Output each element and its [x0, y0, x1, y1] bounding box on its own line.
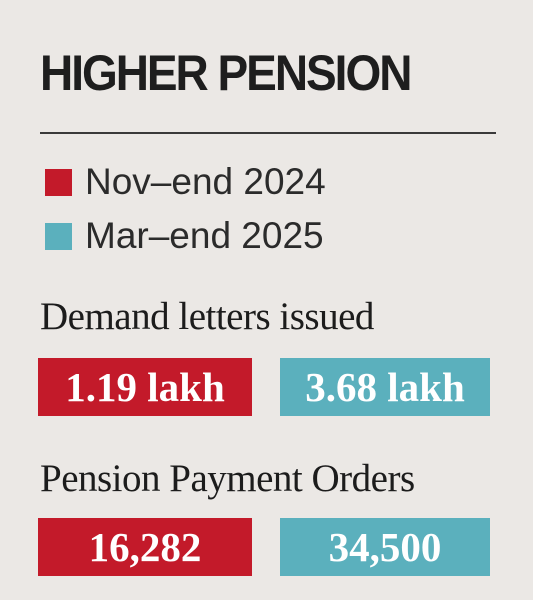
chart-title: HIGHER PENSION — [40, 45, 412, 101]
legend-item-nov-2024: Nov–end 2024 — [45, 160, 326, 204]
title-divider — [40, 132, 496, 134]
value-box-demand-letters-2024: 1.19 lakh — [38, 358, 252, 416]
legend-swatch-red — [45, 168, 72, 196]
value-box-ppo-2024: 16,282 — [38, 518, 252, 576]
category-label-demand-letters: Demand letters issued — [40, 295, 374, 338]
value-box-demand-letters-2025: 3.68 lakh — [280, 358, 490, 416]
category-label-pension-payment-orders: Pension Payment Orders — [40, 457, 415, 500]
legend-label: Mar–end 2025 — [85, 215, 324, 256]
legend-label: Nov–end 2024 — [85, 161, 326, 202]
value-box-ppo-2025: 34,500 — [280, 518, 490, 576]
legend-item-mar-2025: Mar–end 2025 — [45, 214, 324, 258]
legend-swatch-teal — [45, 222, 72, 250]
